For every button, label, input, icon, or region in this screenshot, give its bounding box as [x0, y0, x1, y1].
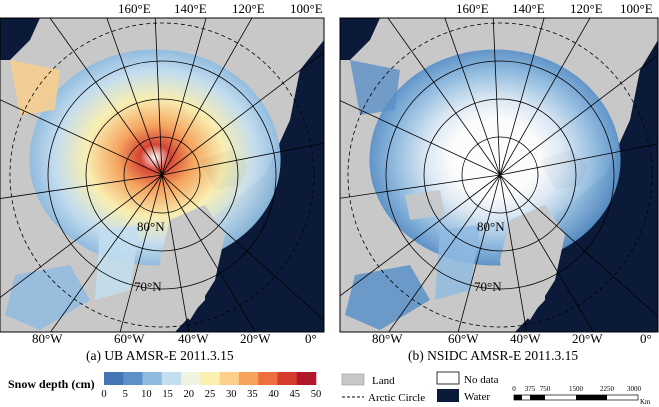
colorbar-tick-label: 25 [205, 389, 216, 400]
scale-tick: 0 [512, 385, 516, 393]
lon-label: 120°E [570, 1, 603, 16]
lon-label: 140°E [174, 1, 207, 16]
legend: Land Arctic Circle No data Water [341, 371, 499, 404]
colorbar-tick-label: 40 [268, 389, 279, 400]
scale-bar: 0 375 750 1500 2250 3000 Km [512, 385, 651, 406]
water-swatch [437, 389, 459, 402]
graticule [340, 18, 658, 332]
colorbar-tick-label: 20 [184, 389, 195, 400]
panel-caption: (a) UB AMSR-E 2011.3.15 [86, 348, 234, 363]
lon-label: 100°E [620, 1, 653, 16]
lon-label: 100°E [290, 1, 323, 16]
land-swatch [341, 373, 365, 386]
lon-label: 0° [640, 331, 652, 346]
lon-label: 60°W [448, 331, 479, 346]
map-panel-b [340, 18, 658, 332]
lon-label: 0° [305, 331, 317, 346]
lon-label: 140°E [512, 1, 545, 16]
colorbar-swatch [123, 372, 143, 385]
colorbar-tick-label: 15 [162, 389, 173, 400]
lon-label: 120°E [232, 1, 265, 16]
scale-segment [530, 395, 545, 400]
colorbar-swatch [258, 372, 278, 385]
scale-tick: 1500 [569, 385, 584, 393]
lon-label: 80°W [32, 331, 63, 346]
colorbar-swatch [296, 372, 317, 385]
lon-label: 40°W [510, 331, 541, 346]
colorbar-swatch [238, 372, 259, 385]
snow-patch [435, 225, 480, 300]
colorbar-title: Snow depth (cm) [8, 377, 95, 391]
graticule [0, 18, 324, 332]
lat-label: 80°N [477, 219, 505, 234]
colorbar-swatch [104, 372, 124, 385]
panel-caption: (b) NSIDC AMSR-E 2011.3.15 [408, 348, 578, 363]
legend-arctic-label: Arctic Circle [368, 392, 425, 404]
legend-nodata-label: No data [464, 374, 499, 386]
lon-label: 160°E [118, 1, 151, 16]
lon-label: 20°W [240, 331, 271, 346]
lat-label: 70°N [474, 279, 502, 294]
colorbar-tick-label: 10 [141, 389, 152, 400]
colorbar-swatch [219, 372, 240, 385]
scale-segment [576, 395, 607, 400]
lon-label: 40°W [178, 331, 209, 346]
colorbar: 0 5 10 15 20 25 30 35 40 45 50 [101, 372, 321, 400]
map-panel-a [0, 18, 324, 332]
lon-label: 160°E [456, 1, 489, 16]
water-region-nw [340, 18, 380, 60]
lat-label: 80°N [137, 219, 165, 234]
lon-label: 80°W [372, 331, 403, 346]
colorbar-swatch [181, 372, 201, 385]
snow-patch [350, 60, 400, 115]
snow-patch [345, 265, 430, 330]
water-region-nw [0, 18, 40, 60]
snow-patch [10, 60, 60, 115]
lon-label: 20°W [572, 331, 603, 346]
snow-depth-field [29, 49, 281, 266]
panel-b-frame [339, 17, 659, 333]
arctic-circle-line [9, 22, 315, 328]
colorbar-tick-label: 5 [123, 389, 128, 400]
scale-tick: 375 [525, 385, 536, 393]
colorbar-swatch [161, 372, 182, 385]
legend-water-label: Water [464, 391, 490, 403]
colorbar-tick-label: 45 [290, 389, 301, 400]
snow-patch [5, 265, 90, 330]
lat-label: 70°N [134, 279, 162, 294]
scale-segment [514, 395, 522, 400]
greenland-land [160, 205, 225, 320]
scale-tick: 750 [540, 385, 551, 393]
colorbar-tick-label: 0 [101, 389, 106, 400]
nodata-swatch [436, 371, 460, 385]
colorbar-tick-label: 50 [311, 389, 322, 400]
nodata-patch [405, 190, 445, 220]
colorbar-swatch [200, 372, 220, 385]
colorbar-swatch [277, 372, 298, 385]
colorbar-swatch [142, 372, 163, 385]
panel-a-frame [0, 17, 325, 333]
scale-unit: Km [640, 398, 651, 406]
colorbar-tick-label: 35 [247, 389, 258, 400]
legend-land-label: Land [372, 375, 395, 387]
arctic-circle-line [347, 22, 653, 328]
scale-tick: 3000 [627, 385, 642, 393]
lon-label: 60°W [114, 331, 145, 346]
scale-tick: 2250 [600, 385, 615, 393]
colorbar-tick-label: 30 [226, 389, 237, 400]
